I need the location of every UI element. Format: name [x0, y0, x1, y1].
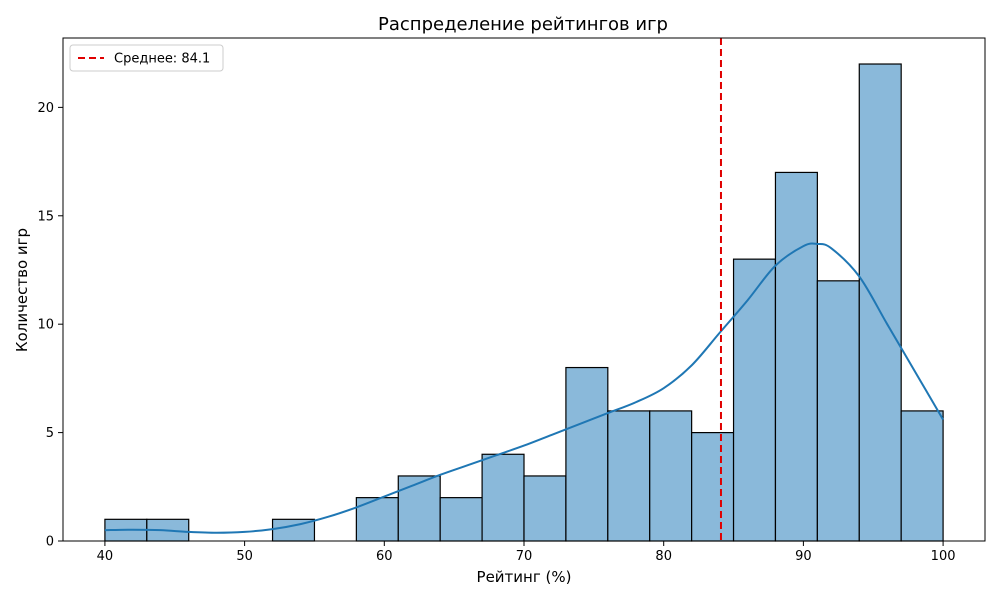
legend-box — [69, 44, 224, 72]
y-tick-label: 15 — [37, 209, 54, 224]
x-tick-label: 60 — [376, 549, 393, 564]
y-axis-label: Количество игр — [13, 228, 31, 352]
y-tick-label: 5 — [46, 426, 54, 441]
kde-curve — [104, 242, 944, 534]
histogram-bar — [523, 475, 567, 542]
legend: Среднее: 84.1 — [69, 44, 224, 72]
histogram-bar — [439, 497, 483, 542]
x-tick-label: 50 — [236, 549, 253, 564]
histogram-bar — [732, 258, 777, 542]
histogram-bar — [858, 63, 902, 542]
histogram-bar — [607, 410, 651, 542]
histogram-bar — [565, 366, 609, 542]
x-tick-label: 40 — [97, 549, 114, 564]
histogram-bar — [649, 410, 693, 542]
y-tick-label: 0 — [46, 535, 54, 550]
x-tick-label: 90 — [795, 549, 812, 564]
histogram-bar — [691, 431, 735, 542]
y-tick-label: 10 — [37, 318, 54, 333]
histogram-bar — [816, 280, 860, 542]
y-tick-label: 20 — [37, 101, 54, 116]
x-axis-label: Рейтинг (%) — [477, 568, 572, 586]
x-tick-label: 70 — [516, 549, 533, 564]
x-axis-ticks: 40 50 60 70 80 90 100 — [97, 541, 956, 564]
histogram-bar — [397, 475, 441, 542]
chart-title: Распределение рейтингов игр — [378, 14, 668, 35]
histogram-bars — [104, 63, 944, 542]
legend-mean-label: Среднее: 84.1 — [114, 52, 210, 67]
y-axis-ticks: 0 5 10 15 20 — [37, 101, 63, 550]
x-tick-label: 100 — [931, 549, 956, 564]
histogram-bar — [900, 410, 944, 542]
x-tick-label: 80 — [655, 549, 672, 564]
histogram-bar — [774, 171, 818, 542]
histogram-bar — [481, 453, 525, 542]
